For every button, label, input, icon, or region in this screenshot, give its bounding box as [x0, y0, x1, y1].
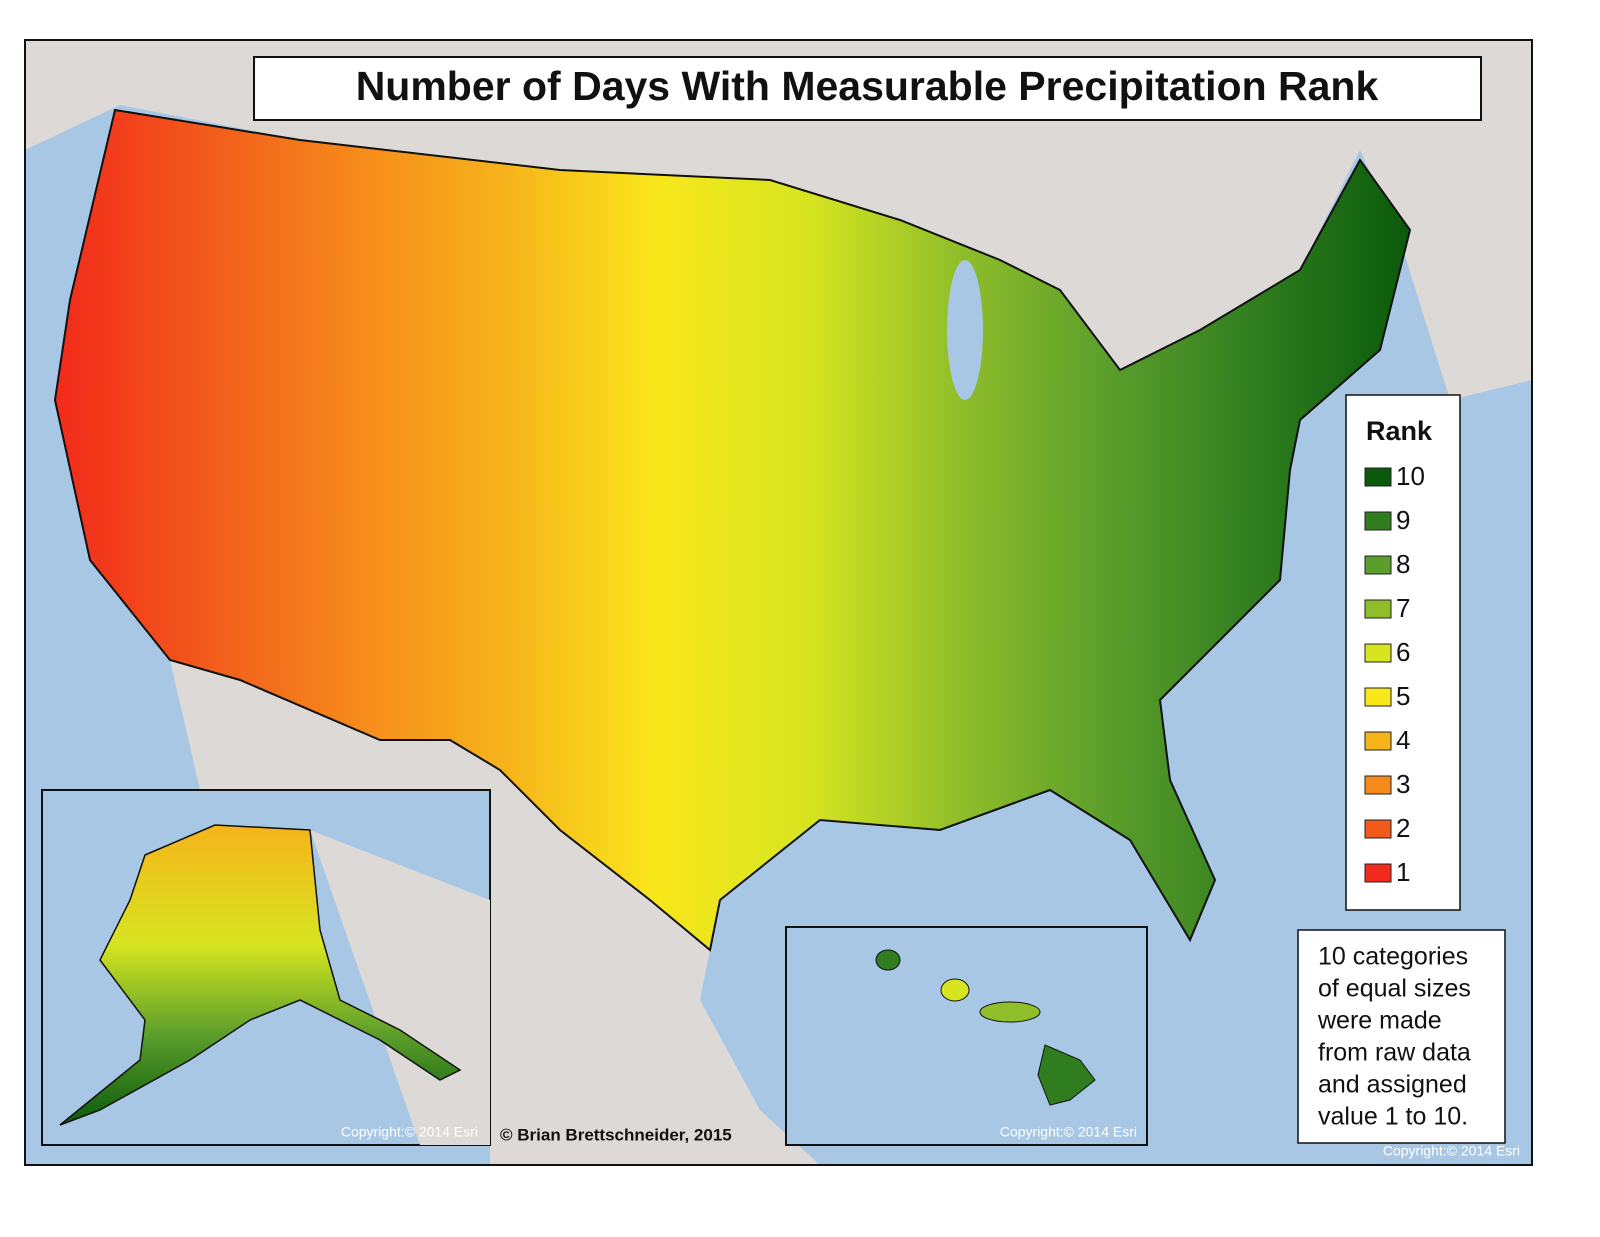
legend-swatch: [1364, 643, 1392, 663]
island: [940, 978, 970, 1002]
note-line: of equal sizes: [1318, 975, 1471, 1003]
legend-label: 4: [1396, 725, 1410, 755]
legend-items: 10 9 8 7 6 5 4 3 2 1: [1364, 461, 1425, 887]
island: [1037, 1044, 1096, 1106]
map-frame: [24, 39, 1533, 1166]
note-box: [1297, 929, 1506, 1144]
hawaii-inset: [785, 926, 1148, 1146]
note-line: were made: [1317, 1007, 1442, 1035]
legend-swatch: [1364, 863, 1392, 883]
island: [875, 949, 901, 971]
note: 10 categories of equal sizes were made from…: [1317, 943, 1471, 1131]
legend-label: 8: [1396, 549, 1410, 579]
copyright: Copyright:© 2014 Esri: [1000, 1124, 1137, 1140]
legend-swatch: [1364, 599, 1392, 619]
legend-label: 3: [1396, 769, 1410, 799]
island: [979, 1001, 1041, 1023]
legend-swatch: [1364, 819, 1392, 839]
credit: © Brian Brettschneider, 2015: [500, 1125, 732, 1144]
lake-michigan: [947, 260, 983, 400]
legend-label: 6: [1396, 637, 1410, 667]
alaska: [59, 824, 462, 1126]
note-line: 10 categories: [1318, 943, 1468, 971]
title-box: [253, 56, 1482, 121]
legend-swatch: [1364, 731, 1392, 751]
copyright: Copyright:© 2014 Esri: [341, 1124, 478, 1140]
legend-label: 1: [1396, 857, 1410, 887]
legend-swatch: [1364, 687, 1392, 707]
legend-swatch: [1364, 467, 1392, 487]
legend-swatch: [1364, 775, 1392, 795]
mexico-land: [170, 660, 820, 1165]
map-title: Number of Days With Measurable Precipita…: [356, 63, 1379, 109]
legend-label: 9: [1396, 505, 1410, 535]
contiguous-us: [53, 108, 1412, 952]
note-line: and assigned: [1318, 1071, 1467, 1099]
legend-label: 2: [1396, 813, 1410, 843]
note-line: value 1 to 10.: [1318, 1103, 1468, 1131]
legend-swatch: [1364, 511, 1392, 531]
legend-swatch: [1364, 555, 1392, 575]
legend-label: 5: [1396, 681, 1410, 711]
copyright: Copyright:© 2014 Esri: [1383, 1143, 1520, 1159]
legend-label: 7: [1396, 593, 1410, 623]
note-line: from raw data: [1318, 1039, 1471, 1067]
canada-land: [25, 40, 1532, 400]
legend-title: Rank: [1366, 416, 1433, 446]
legend-label: 10: [1396, 461, 1425, 491]
